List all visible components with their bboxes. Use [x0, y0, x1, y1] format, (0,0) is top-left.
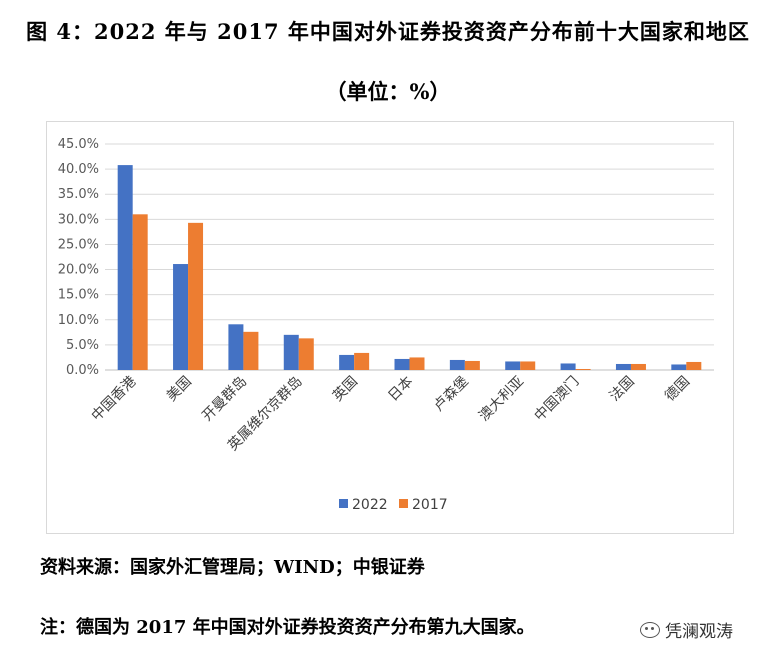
bar-2022	[283, 334, 299, 370]
bar-2022	[117, 165, 133, 370]
legend-swatch	[339, 499, 348, 508]
bar-2017	[686, 361, 702, 370]
y-tick-label: 15.0%	[58, 288, 99, 303]
bar-2022	[339, 354, 355, 370]
watermark: 凭澜观涛	[640, 617, 733, 642]
x-category-label: 中国香港	[89, 374, 140, 425]
y-tick-label: 10.0%	[58, 313, 99, 328]
x-category-label: 英国	[329, 373, 361, 405]
x-category-label: 中国澳门	[532, 374, 583, 425]
y-tick-label: 0.0%	[66, 363, 99, 378]
y-tick-label: 35.0%	[58, 187, 99, 202]
bar-2017	[132, 214, 148, 370]
bar-2017	[520, 361, 536, 370]
bar-2017	[354, 352, 370, 370]
bar-2022	[228, 324, 244, 370]
watermark-text: 凭澜观涛	[665, 622, 733, 642]
legend-label: 2017	[412, 497, 448, 513]
bar-2022	[615, 363, 631, 370]
figure-title: 图 4：2022 年与 2017 年中国对外证券投资资产分布前十大国家和地区	[26, 19, 750, 44]
x-category-label: 澳大利亚	[476, 374, 527, 425]
source-text: 资料来源：国家外汇管理局；WIND；中银证券	[40, 557, 425, 578]
x-category-label: 德国	[662, 374, 693, 405]
legend-label: 2022	[352, 497, 388, 513]
legend-swatch	[399, 499, 408, 508]
bar-2017	[630, 363, 646, 370]
y-tick-label: 5.0%	[66, 338, 99, 353]
bar-2017	[575, 368, 591, 370]
bar-2017	[464, 360, 480, 370]
y-tick-label: 45.0%	[58, 137, 99, 152]
bar-2022	[505, 361, 521, 370]
bar-2017	[409, 357, 425, 370]
bar-2017	[188, 222, 204, 370]
figure-unit: （单位：%）	[325, 79, 451, 104]
bar-2022	[173, 264, 189, 370]
chart-area: 0.0% 5.0% 10.0% 15.0% 20.0% 25.0% 30.0% 35.0% 40…	[46, 121, 734, 534]
wechat-icon	[640, 621, 660, 638]
bar-chart: 0.0% 5.0% 10.0% 15.0% 20.0% 25.0% 30.0% 35.0% 40…	[58, 137, 714, 513]
y-tick-label: 20.0%	[58, 263, 99, 278]
bar-2022	[394, 358, 410, 370]
bar-2022	[671, 364, 687, 370]
y-tick-label: 40.0%	[58, 162, 99, 177]
x-category-label: 法国	[607, 374, 638, 405]
bar-2017	[243, 331, 259, 370]
x-category-label: 开曼群岛	[199, 374, 250, 425]
note-text: 注：德国为 2017 年中国对外证券投资资产分布第九大国家。	[40, 617, 535, 638]
bar-2017	[298, 338, 314, 370]
bar-2022	[560, 363, 576, 370]
x-category-label: 卢森堡	[431, 374, 472, 415]
y-tick-label: 25.0%	[58, 237, 99, 252]
y-tick-label: 30.0%	[58, 212, 99, 227]
x-category-label: 美国	[164, 374, 195, 405]
bar-2022	[449, 359, 465, 370]
x-category-label: 日本	[385, 374, 416, 405]
